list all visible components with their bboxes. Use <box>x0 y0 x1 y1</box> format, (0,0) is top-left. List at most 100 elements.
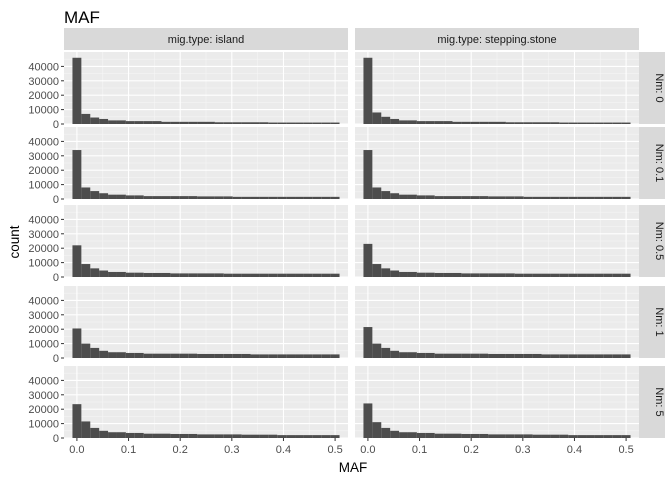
histogram-bar <box>505 353 515 358</box>
histogram-bar <box>407 432 417 438</box>
histogram-bar <box>381 268 391 277</box>
histogram-bar <box>594 122 604 124</box>
histogram-bar <box>488 434 497 438</box>
histogram-bar <box>206 353 215 358</box>
histogram-bar <box>152 353 162 358</box>
histogram-bar <box>232 122 242 124</box>
histogram-bar <box>312 435 322 438</box>
histogram-bar <box>452 433 462 438</box>
histogram-bar <box>577 354 587 358</box>
histogram-bar <box>425 121 435 124</box>
histogram-bar <box>134 352 144 358</box>
histogram-bar <box>479 353 489 358</box>
histogram-bar <box>621 273 631 277</box>
histogram-bar <box>152 196 162 199</box>
histogram-bar <box>497 196 506 199</box>
y-tick-label: 30000 <box>28 76 59 88</box>
histogram-bar <box>259 354 269 358</box>
histogram-bar <box>312 354 322 358</box>
histogram-bar <box>170 353 180 358</box>
histogram-bar <box>532 122 542 124</box>
histogram-bar <box>241 353 251 358</box>
histogram-bar <box>399 352 408 358</box>
histogram-bar <box>497 121 506 124</box>
histogram-bar <box>559 434 569 438</box>
histogram-bar <box>303 196 313 199</box>
histogram-bar <box>443 196 453 199</box>
histogram-bar <box>259 122 269 124</box>
histogram-bar <box>612 435 622 438</box>
histogram-bar <box>381 347 391 358</box>
histogram-bar <box>125 432 135 438</box>
histogram-bar <box>188 121 198 124</box>
y-tick-label: 0 <box>53 119 59 131</box>
histogram-bar <box>523 273 533 277</box>
histogram-bar <box>497 434 506 438</box>
x-tick-label: 0.5 <box>618 444 633 456</box>
histogram-bar <box>116 120 126 124</box>
histogram-bar <box>603 354 613 358</box>
histogram-bar <box>470 196 480 199</box>
histogram-bar <box>363 57 373 125</box>
histogram-bar <box>399 271 408 277</box>
y-tick-label: 40000 <box>28 61 59 73</box>
histogram-bar <box>612 354 622 358</box>
histogram-bar <box>303 273 313 277</box>
histogram-bar <box>152 121 162 124</box>
histogram-bar <box>363 150 373 199</box>
histogram-bar <box>134 432 144 438</box>
histogram-bar <box>390 270 400 277</box>
x-tick-label: 0.4 <box>567 444 582 456</box>
histogram-bar <box>541 273 551 277</box>
histogram-bar <box>286 354 296 358</box>
row-strip-label: Nm: 0.1 <box>653 144 665 183</box>
histogram-bar <box>214 196 224 199</box>
histogram-bar <box>81 187 91 199</box>
histogram-bar <box>559 273 569 277</box>
histogram-bar <box>381 427 391 438</box>
histogram-bar <box>179 433 189 438</box>
histogram-bar <box>577 435 587 438</box>
histogram-bar <box>443 272 453 277</box>
histogram-bar <box>232 353 242 358</box>
histogram-bar <box>206 121 215 124</box>
histogram-bar <box>586 196 595 199</box>
histogram-bar <box>559 354 569 358</box>
y-tick-label: 10000 <box>28 105 59 117</box>
histogram-bar <box>603 122 613 124</box>
histogram-bar <box>295 122 304 124</box>
histogram-bar <box>461 121 471 124</box>
histogram-bar <box>223 434 233 438</box>
histogram-bar <box>523 353 533 358</box>
histogram-bar <box>372 187 382 199</box>
histogram-bar <box>143 353 153 358</box>
histogram-bar <box>259 196 269 199</box>
histogram-bar <box>81 264 91 277</box>
histogram-bar <box>277 273 287 277</box>
histogram-bar <box>81 421 91 438</box>
histogram-bar <box>197 273 206 277</box>
histogram-bar <box>550 196 560 199</box>
histogram-bar <box>161 353 171 358</box>
histogram-bar <box>568 122 578 124</box>
histogram-bar <box>134 121 144 124</box>
histogram-bar <box>134 195 144 199</box>
histogram-bar <box>372 422 382 438</box>
histogram-bar <box>143 196 153 199</box>
histogram-bar <box>461 196 471 199</box>
histogram-bar <box>568 273 578 277</box>
histogram-bar <box>470 353 480 358</box>
histogram-bar <box>390 430 400 438</box>
y-tick-label: 10000 <box>28 419 59 431</box>
histogram-bar <box>399 120 408 124</box>
histogram-bar <box>577 273 587 277</box>
histogram-bar <box>286 196 296 199</box>
histogram-bar <box>488 196 497 199</box>
histogram-bar <box>321 196 331 199</box>
histogram-bar <box>108 120 117 124</box>
histogram-bar <box>399 432 408 438</box>
histogram-bar <box>443 121 453 124</box>
histogram-bar <box>390 193 400 199</box>
x-tick-label: 0.3 <box>515 444 530 456</box>
